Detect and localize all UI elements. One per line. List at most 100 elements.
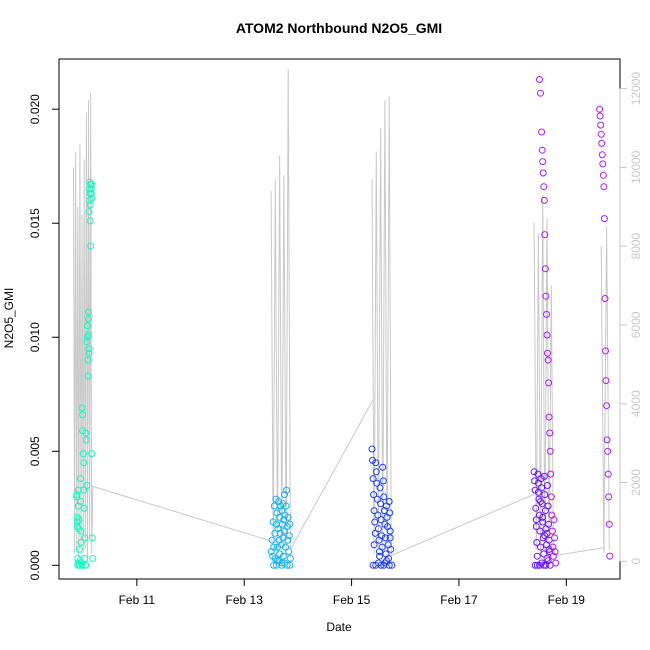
data-point bbox=[532, 504, 540, 512]
y-axis: 0.000 0.005 0.010 0.015 0.020 bbox=[28, 94, 60, 580]
data-point bbox=[530, 468, 538, 476]
data-point bbox=[376, 484, 384, 492]
data-point bbox=[86, 196, 94, 204]
data-point bbox=[533, 539, 541, 546]
data-point bbox=[373, 495, 381, 503]
data-point bbox=[79, 411, 87, 419]
data-point bbox=[85, 331, 92, 339]
data-point bbox=[85, 308, 92, 316]
secondary-line-segment bbox=[555, 547, 606, 556]
y-axis-label: N2O5_GMI bbox=[2, 288, 16, 349]
data-point bbox=[546, 429, 554, 437]
x-tick-label: Feb 17 bbox=[440, 593, 478, 607]
data-point bbox=[77, 498, 84, 505]
data-point bbox=[603, 436, 611, 444]
data-point bbox=[77, 539, 85, 546]
data-point bbox=[541, 532, 549, 540]
data-point bbox=[286, 555, 294, 562]
data-point bbox=[538, 146, 546, 154]
data-point bbox=[73, 491, 81, 499]
data-point bbox=[86, 201, 94, 209]
data-point bbox=[284, 513, 292, 521]
x-axis-label: Date bbox=[326, 620, 352, 634]
data-point bbox=[88, 180, 96, 188]
data-point bbox=[371, 529, 379, 537]
data-point bbox=[546, 447, 554, 455]
data-point bbox=[537, 89, 544, 97]
secondary-line-segment bbox=[533, 194, 557, 558]
data-point bbox=[536, 76, 543, 83]
data-point bbox=[74, 486, 82, 494]
data-point bbox=[599, 160, 607, 168]
data-point bbox=[368, 445, 376, 453]
data-point bbox=[74, 555, 82, 562]
data-point bbox=[82, 429, 90, 437]
data-point bbox=[544, 349, 551, 357]
data-point bbox=[539, 158, 547, 166]
data-point bbox=[547, 470, 555, 478]
data-point bbox=[536, 527, 544, 535]
data-point bbox=[85, 345, 93, 353]
data-point bbox=[281, 491, 288, 499]
data-point bbox=[385, 498, 393, 505]
data-point bbox=[86, 217, 94, 225]
data-point bbox=[596, 112, 604, 120]
data-point bbox=[285, 532, 293, 540]
y2-axis: 0 2000 4000 6000 8000 10000 12000 bbox=[619, 72, 643, 565]
data-point bbox=[75, 545, 83, 553]
data-point bbox=[548, 527, 556, 535]
data-point bbox=[540, 183, 548, 191]
data-point bbox=[271, 555, 279, 562]
data-point bbox=[271, 529, 279, 537]
x-tick-label: Feb 19 bbox=[548, 593, 586, 607]
y-tick-label: 0.010 bbox=[28, 322, 42, 352]
data-point bbox=[601, 295, 609, 302]
data-point bbox=[545, 379, 553, 387]
data-point bbox=[603, 402, 611, 410]
data-point bbox=[539, 518, 547, 526]
data-point bbox=[540, 472, 548, 480]
data-point bbox=[538, 484, 546, 492]
secondary-line-segment bbox=[92, 485, 274, 543]
data-point bbox=[540, 196, 548, 204]
data-point bbox=[597, 121, 605, 129]
data-point bbox=[533, 552, 541, 560]
data-point bbox=[79, 450, 87, 458]
data-point bbox=[73, 493, 81, 501]
data-point bbox=[374, 511, 382, 519]
data-point bbox=[538, 128, 546, 136]
data-point bbox=[370, 491, 378, 499]
data-point bbox=[378, 543, 386, 551]
data-point bbox=[88, 534, 96, 542]
data-point bbox=[542, 292, 550, 300]
data-point bbox=[270, 543, 278, 551]
data-point bbox=[379, 463, 387, 471]
y2-tick-label: 12000 bbox=[629, 72, 643, 106]
data-point bbox=[277, 541, 285, 549]
data-point bbox=[544, 356, 552, 364]
data-point bbox=[543, 331, 551, 339]
data-point bbox=[537, 498, 544, 505]
data-point bbox=[539, 169, 547, 177]
data-point bbox=[274, 543, 281, 551]
secondary-line-segment bbox=[391, 493, 535, 556]
data-point bbox=[80, 486, 88, 494]
data-point bbox=[84, 356, 92, 364]
data-point bbox=[87, 190, 95, 198]
secondary-series bbox=[73, 68, 610, 558]
data-point bbox=[604, 447, 612, 455]
data-point bbox=[386, 527, 394, 535]
y-tick-label: 0.015 bbox=[28, 208, 42, 238]
y2-tick-label: 6000 bbox=[629, 311, 643, 338]
data-point bbox=[89, 555, 97, 562]
data-point bbox=[540, 550, 548, 558]
y-tick-label: 0.000 bbox=[28, 550, 42, 580]
data-point bbox=[606, 552, 614, 560]
data-point bbox=[279, 552, 287, 560]
data-point bbox=[283, 486, 291, 494]
data-points bbox=[73, 76, 614, 569]
data-point bbox=[83, 338, 91, 346]
data-point bbox=[539, 534, 547, 542]
data-point bbox=[369, 475, 377, 483]
